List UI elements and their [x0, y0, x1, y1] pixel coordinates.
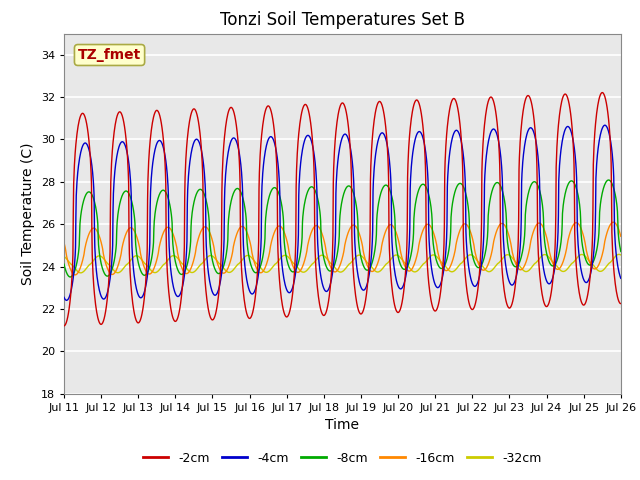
- -8cm: [126, 193, 134, 199]
- -4cm: [63, 298, 70, 303]
- -16cm: [609, 219, 617, 225]
- Line: -32cm: -32cm: [64, 254, 621, 273]
- Legend: -2cm, -4cm, -8cm, -16cm, -32cm: -2cm, -4cm, -8cm, -16cm, -32cm: [138, 447, 547, 469]
- -2cm: [377, 100, 385, 106]
- -2cm: [126, 262, 134, 267]
- Title: Tonzi Soil Temperatures Set B: Tonzi Soil Temperatures Set B: [220, 11, 465, 29]
- -16cm: [71, 272, 79, 278]
- -8cm: [318, 246, 326, 252]
- Line: -16cm: -16cm: [64, 222, 621, 275]
- -2cm: [103, 298, 111, 303]
- -16cm: [126, 225, 134, 231]
- -2cm: [60, 323, 68, 329]
- -32cm: [104, 261, 111, 266]
- -2cm: [598, 90, 606, 96]
- -4cm: [297, 160, 305, 166]
- -8cm: [378, 189, 385, 195]
- -8cm: [67, 274, 74, 280]
- -8cm: [617, 249, 625, 254]
- -4cm: [126, 172, 134, 178]
- -16cm: [60, 240, 68, 245]
- Line: -2cm: -2cm: [64, 93, 621, 326]
- -32cm: [615, 252, 623, 257]
- -32cm: [60, 253, 68, 259]
- -2cm: [308, 130, 316, 135]
- -16cm: [378, 247, 385, 252]
- -8cm: [104, 273, 111, 279]
- -4cm: [308, 141, 316, 146]
- -32cm: [297, 268, 305, 274]
- -32cm: [308, 261, 316, 267]
- -16cm: [318, 231, 326, 237]
- -4cm: [378, 131, 385, 136]
- -2cm: [318, 310, 326, 316]
- -4cm: [60, 294, 68, 300]
- X-axis label: Time: Time: [325, 418, 360, 432]
- -32cm: [378, 267, 385, 273]
- -8cm: [308, 184, 316, 190]
- -16cm: [617, 233, 625, 239]
- -4cm: [104, 289, 111, 295]
- -4cm: [617, 276, 625, 281]
- -32cm: [617, 252, 625, 258]
- -32cm: [126, 258, 134, 264]
- -8cm: [605, 177, 612, 183]
- -32cm: [318, 252, 326, 258]
- Line: -8cm: -8cm: [64, 180, 621, 277]
- -8cm: [60, 261, 68, 267]
- Y-axis label: Soil Temperature (C): Soil Temperature (C): [21, 143, 35, 285]
- Text: TZ_fmet: TZ_fmet: [78, 48, 141, 62]
- -16cm: [297, 267, 305, 273]
- Line: -4cm: -4cm: [64, 125, 621, 300]
- -2cm: [296, 118, 304, 124]
- -2cm: [617, 300, 625, 306]
- -4cm: [318, 280, 326, 286]
- -16cm: [104, 265, 111, 271]
- -8cm: [297, 249, 305, 255]
- -16cm: [308, 228, 316, 233]
- -32cm: [77, 270, 84, 276]
- -4cm: [601, 122, 609, 128]
